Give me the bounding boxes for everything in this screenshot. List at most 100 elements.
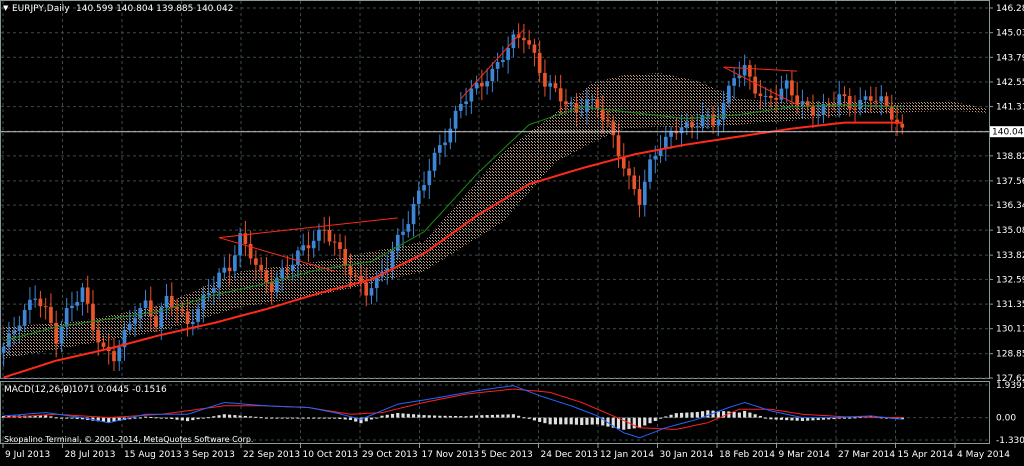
- candle-body: [259, 264, 263, 271]
- candle-body: [290, 264, 295, 271]
- price-tick-label: 131.350: [996, 300, 1024, 310]
- macd-histogram-bar: [422, 415, 426, 418]
- candle-body: [811, 105, 815, 116]
- candle-body: [774, 97, 778, 100]
- candle-body: [353, 275, 358, 277]
- macd-histogram-bar: [590, 417, 594, 425]
- macd-histogram-bar: [553, 417, 558, 425]
- candle-body: [564, 101, 568, 105]
- macd-histogram-bar: [790, 417, 794, 421]
- macd-histogram-bar: [764, 417, 768, 419]
- macd-histogram-bar: [522, 417, 526, 419]
- candle-body: [821, 103, 826, 115]
- macd-histogram-bar: [275, 417, 279, 419]
- macd-histogram-bar: [185, 417, 190, 422]
- candle-body: [296, 250, 300, 265]
- macd-histogram-bar: [580, 417, 584, 426]
- macd-histogram-bar: [322, 417, 326, 419]
- macd-histogram-bar: [485, 415, 489, 418]
- price-tick-label: 145.035: [996, 29, 1024, 39]
- symbol-label: EURJPY,Daily: [12, 4, 70, 14]
- candle-body: [753, 76, 757, 94]
- macd-histogram-bar: [848, 417, 852, 419]
- macd-histogram-bar: [149, 416, 153, 418]
- time-tick-label: 22 Sep 2013: [243, 450, 300, 460]
- time-tick-label: 4 May 2014: [957, 450, 1010, 460]
- time-tick-label: 17 Nov 2013: [422, 450, 480, 460]
- macd-histogram-bar: [454, 416, 458, 418]
- time-axis[interactable]: 9 Jul 2013 28 Jul 2013 15 Aug 2013 3 Sep 20…: [2, 444, 1010, 460]
- price-tick-label: 136.340: [996, 201, 1024, 211]
- candle-body: [543, 72, 547, 87]
- macd-histogram-bar: [191, 417, 195, 421]
- macd-histogram-bar: [743, 410, 747, 418]
- macd-histogram-bar: [28, 415, 32, 418]
- price-tick-label: 141.310: [996, 103, 1024, 113]
- macd-histogram-bar: [406, 413, 410, 418]
- moving-averages: [3, 104, 903, 379]
- candle-body: [359, 275, 363, 283]
- macd-histogram-bar: [779, 417, 783, 420]
- macd-histogram-bar: [595, 417, 600, 425]
- macd-histogram-bar: [70, 417, 74, 419]
- macd-main-line: [3, 385, 903, 439]
- candle-body: [595, 99, 600, 109]
- macd-histogram-bar: [774, 417, 778, 420]
- candle-body: [884, 96, 889, 107]
- chart-menu-arrow-icon[interactable]: ▼: [3, 4, 9, 12]
- candle-body: [301, 245, 306, 251]
- macd-histogram-bar: [364, 417, 368, 422]
- time-tick-label: 29 Oct 2013: [362, 450, 418, 460]
- candle-body: [663, 136, 668, 149]
- price-axis[interactable]: 146.280 145.035 143.795 142.550 141.310 140.0…: [989, 4, 1024, 384]
- trendlines[interactable]: [218, 29, 798, 272]
- candle-body: [101, 342, 106, 347]
- macd-histogram-bar: [706, 410, 710, 418]
- macd-histogram-bar: [65, 417, 69, 419]
- time-tick-label: 24 Dec 2013: [541, 450, 599, 460]
- candle-body: [826, 103, 831, 105]
- macd-histogram-bar: [312, 417, 316, 419]
- macd-histogram-bar: [669, 414, 673, 418]
- candle-body: [217, 272, 221, 288]
- macd-histogram-bar: [548, 417, 552, 425]
- current-price-label: 140.042: [992, 128, 1024, 138]
- macd-histogram-bar: [685, 412, 689, 418]
- macd-histogram-bar: [737, 412, 741, 418]
- macd-histogram-bar: [827, 417, 831, 420]
- macd-axis[interactable]: 1.9391 0.00 -1.3303: [996, 381, 1024, 446]
- macd-histogram-bar: [75, 417, 79, 419]
- macd-histogram-bar: [432, 415, 437, 418]
- macd-histogram-bar: [616, 417, 621, 429]
- candle-body: [338, 242, 342, 250]
- candle-body: [474, 82, 479, 89]
- candle-body: [590, 99, 595, 101]
- macd-histogram-bar: [538, 417, 542, 422]
- candle-body: [653, 155, 658, 160]
- price-tick-label: 146.280: [996, 4, 1024, 14]
- candle-body: [59, 326, 64, 344]
- macd-histogram-bar: [884, 417, 889, 419]
- candle-body: [437, 145, 442, 153]
- macd-histogram-bar: [296, 417, 300, 419]
- candle-body: [837, 94, 842, 105]
- macd-histogram-bar: [879, 417, 883, 419]
- candle-body: [795, 95, 800, 105]
- candle-body: [122, 329, 127, 348]
- macd-histogram-bar: [800, 417, 805, 421]
- candle-body: [411, 203, 416, 225]
- macd-histogram-bar: [170, 417, 174, 420]
- macd-histogram-bar: [574, 417, 579, 425]
- macd-values: -0.1071 0.0445 -0.1516: [60, 385, 167, 395]
- candle-body: [790, 80, 794, 96]
- candle-body: [201, 295, 206, 309]
- candle-body: [490, 68, 495, 82]
- candle-body: [275, 278, 279, 292]
- macd-histogram-bar: [674, 413, 678, 418]
- time-tick-label: 5 Dec 2013: [481, 450, 533, 460]
- candle-body: [758, 93, 763, 97]
- candle-body: [33, 298, 37, 300]
- macd-histogram-bar: [480, 415, 484, 418]
